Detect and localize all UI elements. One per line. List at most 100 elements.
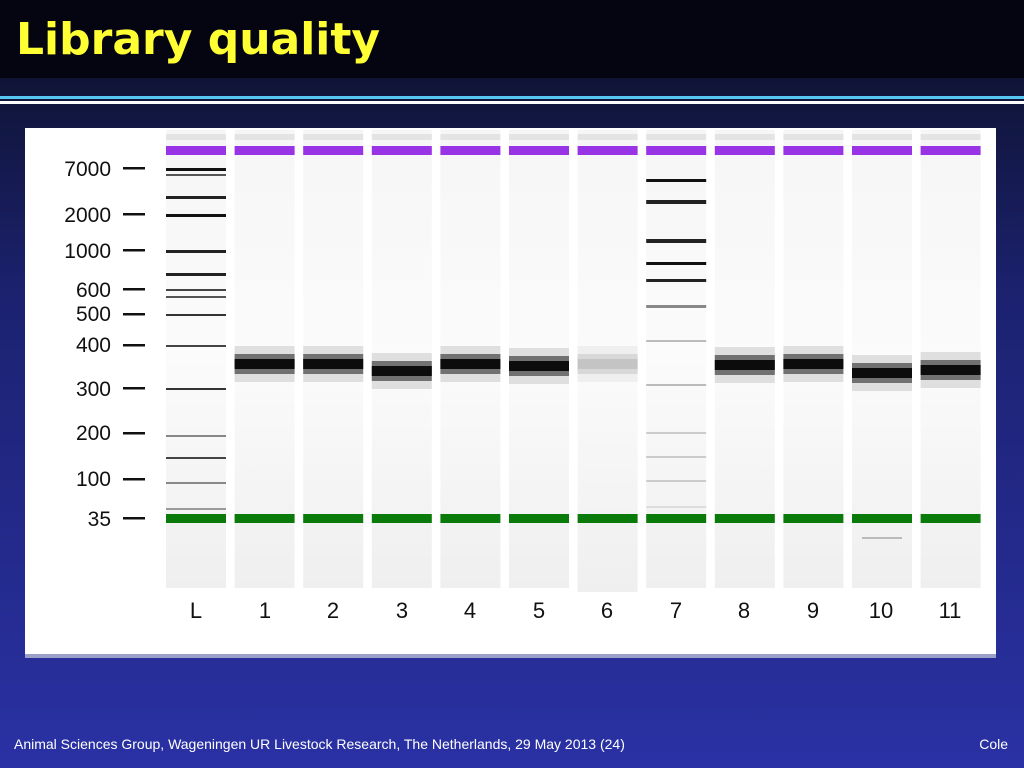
ladder-band bbox=[166, 273, 226, 276]
title-rule-white bbox=[0, 101, 1024, 104]
upper-marker-band bbox=[783, 146, 844, 155]
lower-marker-band bbox=[234, 514, 295, 523]
lower-marker-band bbox=[577, 514, 638, 523]
gel-image-panel: 7000 2000 1000 600 500 400 300 200 100 3… bbox=[25, 128, 996, 658]
lane-label-L: L bbox=[190, 598, 202, 623]
size-tick bbox=[123, 167, 145, 170]
size-label-400: 400 bbox=[76, 334, 111, 357]
size-marker-labels: 7000 2000 1000 600 500 400 300 200 100 3… bbox=[64, 158, 111, 531]
ladder-band bbox=[166, 289, 226, 291]
library-band bbox=[303, 359, 364, 369]
lane-label-1: 1 bbox=[259, 598, 271, 623]
gel-electrophoresis-image: 7000 2000 1000 600 500 400 300 200 100 3… bbox=[64, 130, 981, 623]
gel-lane-11 bbox=[920, 130, 981, 588]
ladder-band bbox=[166, 435, 226, 437]
gel-lane-8 bbox=[714, 130, 775, 588]
ladder-band bbox=[166, 296, 226, 298]
lower-marker-band bbox=[783, 514, 844, 523]
gel-lane-5 bbox=[509, 130, 569, 588]
size-label-2000: 2000 bbox=[64, 204, 111, 227]
ladder-band bbox=[166, 214, 226, 217]
ladder-band bbox=[646, 239, 707, 243]
size-tick bbox=[123, 213, 145, 216]
lane-labels: L 1 2 3 4 5 6 7 8 9 10 11 bbox=[190, 598, 962, 623]
lane-label-8: 8 bbox=[738, 598, 750, 623]
ladder-band bbox=[166, 457, 226, 459]
lane-label-7: 7 bbox=[670, 598, 682, 623]
size-label-500: 500 bbox=[76, 303, 111, 326]
ladder-band bbox=[646, 305, 707, 308]
gel-lane-1 bbox=[234, 130, 295, 588]
upper-marker-band bbox=[509, 146, 569, 155]
lane-label-5: 5 bbox=[533, 598, 545, 623]
size-tick bbox=[123, 313, 145, 316]
ladder-band bbox=[646, 179, 707, 182]
size-tick bbox=[123, 344, 145, 347]
upper-marker-band bbox=[852, 146, 912, 155]
ladder-band bbox=[646, 384, 707, 386]
library-band bbox=[440, 359, 501, 369]
lane-label-10: 10 bbox=[869, 598, 893, 623]
lower-marker-band bbox=[852, 514, 912, 523]
library-band bbox=[714, 360, 775, 370]
size-tick bbox=[123, 288, 145, 291]
footer-author: Cole bbox=[979, 736, 1008, 752]
lane-label-4: 4 bbox=[464, 598, 476, 623]
library-band bbox=[852, 368, 912, 378]
slide-title: Library quality bbox=[16, 14, 381, 65]
upper-marker-band bbox=[440, 146, 501, 155]
ladder-band bbox=[646, 480, 707, 482]
size-label-1000: 1000 bbox=[64, 240, 111, 263]
title-rule-blue bbox=[0, 96, 1024, 99]
gel-lane-6 bbox=[577, 130, 638, 592]
lane-label-3: 3 bbox=[396, 598, 408, 623]
size-marker-ticks bbox=[123, 167, 145, 520]
lane-label-9: 9 bbox=[807, 598, 819, 623]
size-tick bbox=[123, 478, 145, 481]
size-tick bbox=[123, 517, 145, 520]
upper-marker-band bbox=[920, 146, 981, 155]
size-label-100: 100 bbox=[76, 468, 111, 491]
library-band bbox=[577, 359, 638, 369]
library-band bbox=[371, 366, 432, 376]
ladder-band bbox=[646, 340, 707, 342]
ladder-band bbox=[646, 200, 707, 204]
ladder-band bbox=[166, 314, 226, 316]
ladder-band bbox=[166, 250, 226, 253]
library-band bbox=[920, 365, 981, 375]
size-label-7000: 7000 bbox=[64, 158, 111, 181]
lower-marker-band bbox=[166, 514, 226, 523]
gel-lane-7 bbox=[646, 130, 707, 588]
library-band bbox=[509, 361, 569, 371]
lower-marker-band bbox=[371, 514, 432, 523]
gel-lanes bbox=[166, 130, 981, 592]
footer-citation: Animal Sciences Group, Wageningen UR Liv… bbox=[14, 736, 625, 752]
ladder-band bbox=[166, 388, 226, 390]
gel-lane-2 bbox=[303, 130, 364, 588]
ladder-band bbox=[646, 432, 707, 434]
size-label-300: 300 bbox=[76, 378, 111, 401]
lower-marker-band bbox=[303, 514, 364, 523]
gel-lane-4 bbox=[440, 130, 501, 588]
gel-lane-L bbox=[166, 130, 226, 588]
gel-lane-3 bbox=[371, 130, 432, 588]
lane-label-6: 6 bbox=[601, 598, 613, 623]
lower-marker-band bbox=[509, 514, 569, 523]
lower-marker-band bbox=[714, 514, 775, 523]
ladder-band bbox=[166, 168, 226, 171]
upper-marker-band bbox=[714, 146, 775, 155]
size-label-35: 35 bbox=[88, 508, 111, 531]
upper-marker-band bbox=[646, 146, 707, 155]
size-tick bbox=[123, 387, 145, 390]
title-bar bbox=[0, 0, 1024, 78]
upper-marker-band bbox=[303, 146, 364, 155]
ladder-band bbox=[166, 345, 226, 347]
ladder-band bbox=[646, 456, 707, 458]
upper-marker-band bbox=[234, 146, 295, 155]
size-label-600: 600 bbox=[76, 279, 111, 302]
upper-marker-band bbox=[166, 146, 226, 155]
size-label-200: 200 bbox=[76, 422, 111, 445]
ladder-band bbox=[166, 482, 226, 484]
ladder-band bbox=[646, 279, 707, 282]
upper-marker-band bbox=[577, 146, 638, 155]
